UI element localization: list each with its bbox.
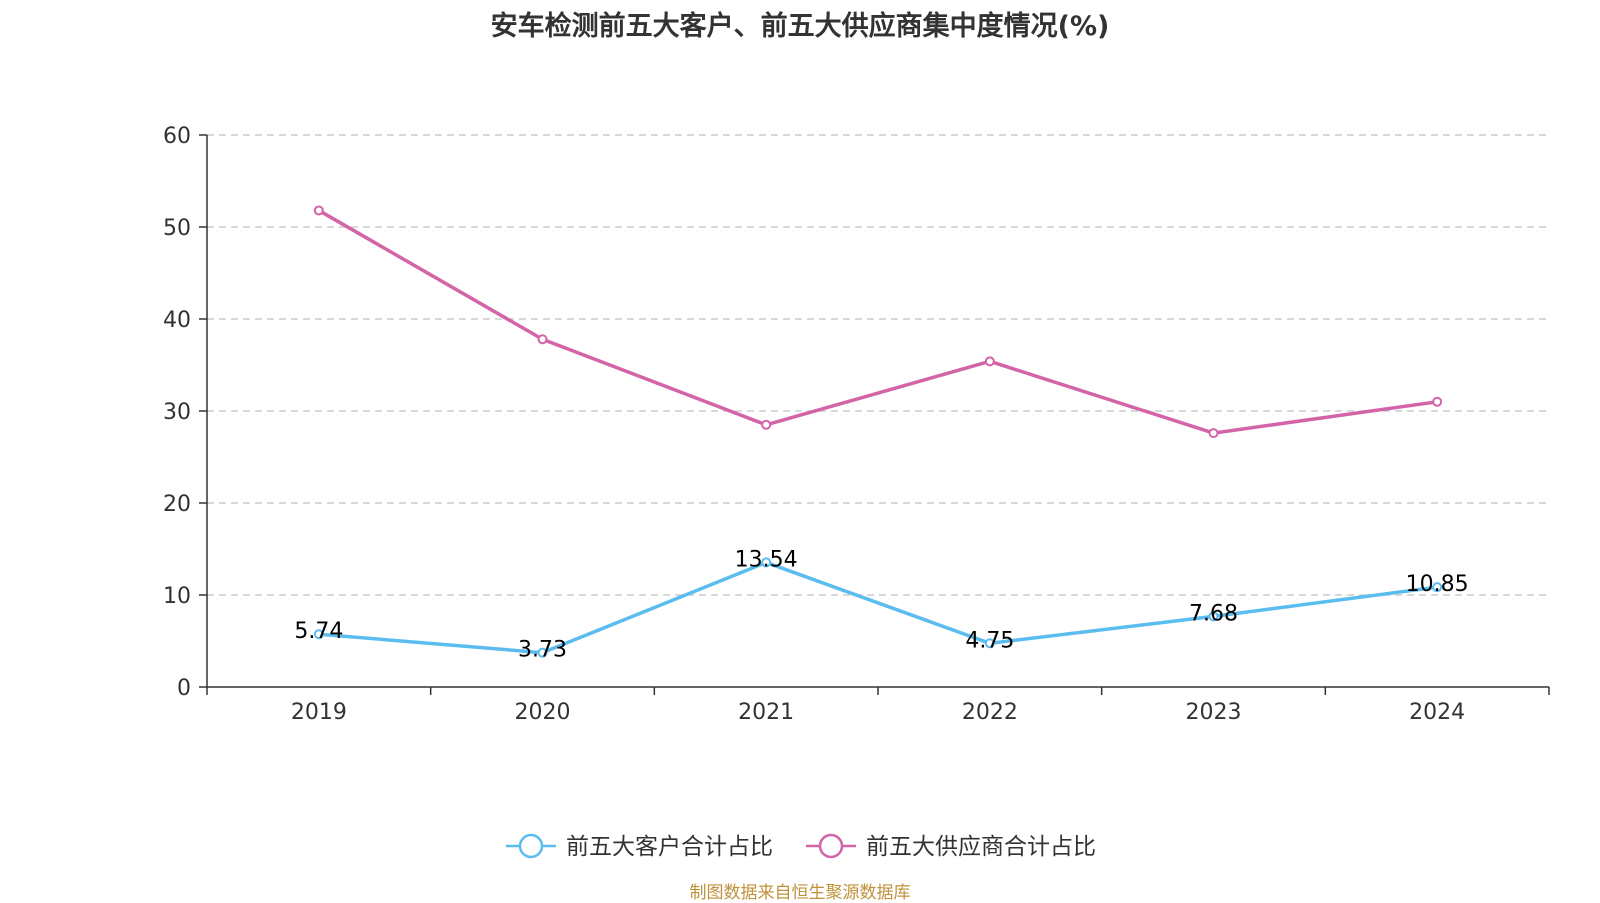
legend-label: 前五大客户合计占比 [566, 834, 773, 860]
data-label: 3.73 [518, 638, 567, 663]
data-point[interactable] [984, 638, 995, 649]
y-tick-label: 30 [163, 400, 191, 425]
data-label: 13.54 [735, 547, 798, 572]
chart-title: 安车检测前五大客户、前五大供应商集中度情况(%) [490, 11, 1110, 42]
data-point[interactable] [761, 557, 772, 568]
y-tick-label: 40 [163, 308, 191, 333]
axes: 0 10 20 30 40 50 60 2019 2020 2021 2022 2023 2024 [163, 124, 1550, 725]
x-tick-label: 2023 [1186, 700, 1242, 725]
data-point[interactable] [313, 205, 324, 216]
series [313, 205, 1443, 658]
data-point[interactable] [1208, 428, 1219, 439]
data-point[interactable] [984, 356, 995, 367]
y-tick-label: 0 [177, 676, 191, 701]
data-point[interactable] [537, 334, 548, 345]
data-point[interactable] [313, 629, 324, 640]
data-label: 7.68 [1189, 601, 1238, 626]
x-tick-label: 2022 [962, 700, 1018, 725]
legend-marker-icon [518, 833, 544, 859]
y-tick-label: 60 [163, 124, 191, 149]
data-point[interactable] [537, 647, 548, 658]
legend-item-1[interactable]: 前五大客户合计占比 [506, 833, 773, 860]
data-label: 4.75 [965, 628, 1014, 653]
data-point[interactable] [1432, 396, 1443, 407]
data-point[interactable] [761, 419, 772, 430]
x-tick-label: 2021 [738, 700, 794, 725]
source-note: 制图数据来自恒生聚源数据库 [689, 883, 911, 903]
x-tick-label: 2019 [291, 700, 347, 725]
series-line-1 [318, 560, 1438, 655]
y-tick-label: 50 [163, 216, 191, 241]
legend-marker-icon [818, 833, 844, 859]
legend: 前五大客户合计占比 前五大供应商合计占比 [506, 833, 1096, 860]
grid-lines [207, 134, 1549, 596]
data-label: 5.74 [294, 619, 343, 644]
y-tick-label: 20 [163, 492, 191, 517]
data-point[interactable] [1208, 611, 1219, 622]
series-line-2 [317, 208, 1438, 435]
x-tick-label: 2020 [515, 700, 571, 725]
data-point[interactable] [1432, 582, 1443, 593]
legend-label: 前五大供应商合计占比 [866, 834, 1096, 860]
y-tick-label: 10 [163, 584, 191, 609]
legend-item-2[interactable]: 前五大供应商合计占比 [806, 833, 1096, 860]
data-label: 10.85 [1406, 572, 1469, 597]
x-tick-label: 2024 [1409, 700, 1465, 725]
data-labels: 5.74 3.73 13.54 4.75 7.68 10.85 [294, 547, 1468, 662]
